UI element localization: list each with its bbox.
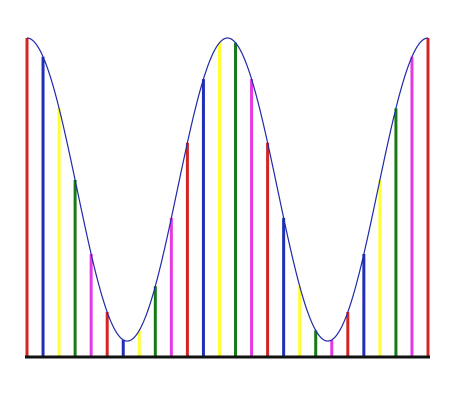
cosine-curve bbox=[26, 37, 429, 342]
sample-bars bbox=[25, 38, 430, 357]
